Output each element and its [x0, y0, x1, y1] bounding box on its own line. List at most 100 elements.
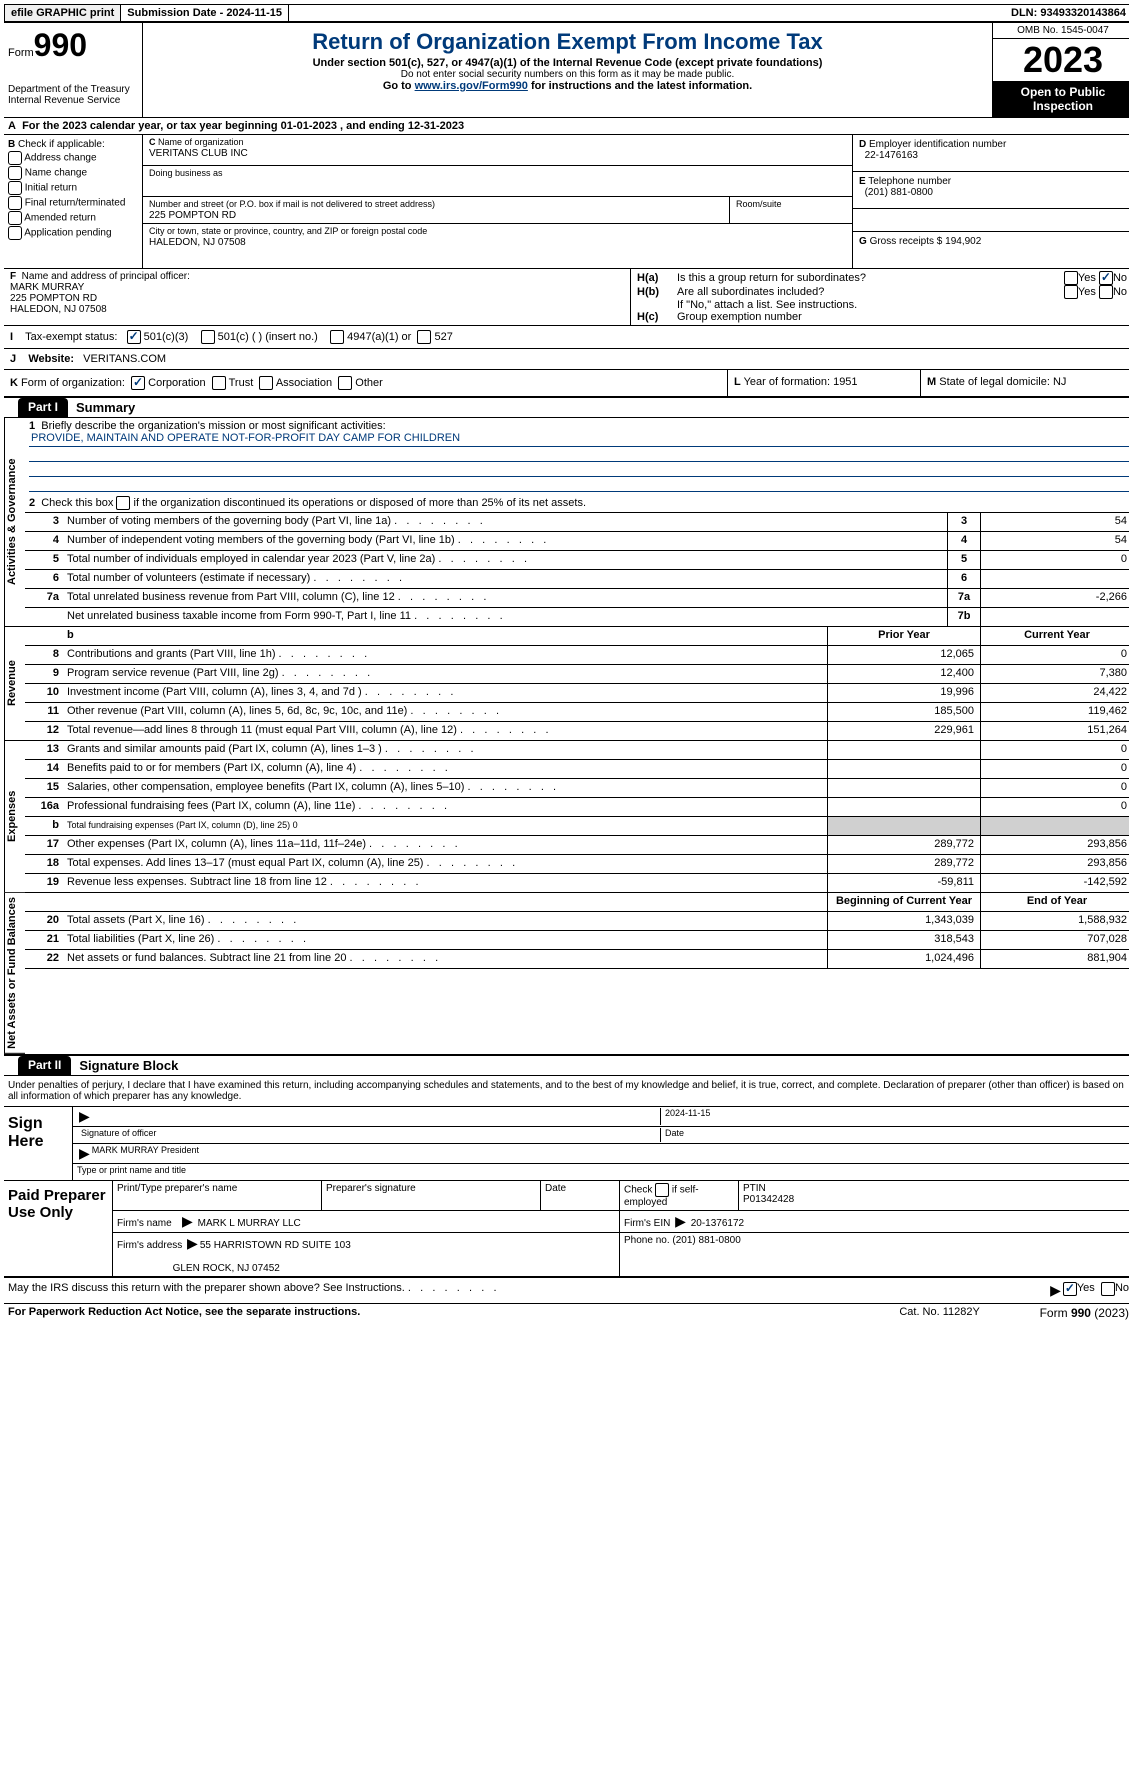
page-footer: For Paperwork Reduction Act Notice, see … — [4, 1304, 1129, 1322]
check-527[interactable] — [417, 330, 431, 344]
officer-signature: MARK MURRAY President — [92, 1145, 199, 1162]
signature-intro: Under penalties of perjury, I declare th… — [4, 1076, 1129, 1107]
form-header: Form990 Department of the Treasury Inter… — [4, 23, 1129, 118]
summary-row: 13Grants and similar amounts paid (Part … — [25, 741, 1129, 760]
paid-preparer: Paid Preparer Use Only Print/Type prepar… — [4, 1181, 1129, 1278]
check-501c[interactable] — [201, 330, 215, 344]
summary-row: bTotal fundraising expenses (Part IX, co… — [25, 817, 1129, 836]
summary-row: 12Total revenue—add lines 8 through 11 (… — [25, 722, 1129, 741]
check-501c3[interactable] — [127, 330, 141, 344]
website: VERITANS.COM — [83, 353, 166, 365]
org-street: 225 POMPTON RD — [149, 210, 236, 221]
check-amended[interactable]: Amended return — [8, 211, 138, 225]
part2-header: Part II Signature Block — [4, 1054, 1129, 1076]
instructions-line: Go to www.irs.gov/Form990 for instructio… — [147, 80, 988, 92]
row-j: J Website: VERITANS.COM — [4, 349, 1129, 370]
hb-no[interactable] — [1099, 285, 1113, 299]
public-inspection: Open to Public Inspection — [993, 81, 1129, 117]
check-address-change[interactable]: Address change — [8, 151, 138, 165]
col-c-org-info: C Name of organization VERITANS CLUB INC… — [143, 135, 852, 268]
ptin: P01342428 — [743, 1194, 794, 1205]
col-de: D Employer identification number 22-1476… — [852, 135, 1129, 268]
check-final-return[interactable]: Final return/terminated — [8, 196, 138, 210]
check-trust[interactable] — [212, 376, 226, 390]
check-application-pending[interactable]: Application pending — [8, 226, 138, 240]
summary-row: 19Revenue less expenses. Subtract line 1… — [25, 874, 1129, 893]
vtab-netassets: Net Assets or Fund Balances — [4, 893, 25, 1054]
section-netassets: Net Assets or Fund Balances Beginning of… — [4, 893, 1129, 1054]
gov-row: 7aTotal unrelated business revenue from … — [25, 589, 1129, 608]
block-bcd: B Check if applicable: Address change Na… — [4, 135, 1129, 269]
sign-here: Sign Here ▶ 2024-11-15 Signature of offi… — [4, 1107, 1129, 1181]
gov-row: 4Number of independent voting members of… — [25, 532, 1129, 551]
summary-row: 15Salaries, other compensation, employee… — [25, 779, 1129, 798]
discuss-line: May the IRS discuss this return with the… — [4, 1278, 1129, 1304]
hb-yes[interactable] — [1064, 285, 1078, 299]
ssn-warning: Do not enter social security numbers on … — [147, 69, 988, 80]
section-governance: Activities & Governance 1 Briefly descri… — [4, 418, 1129, 627]
summary-row: 22Net assets or fund balances. Subtract … — [25, 950, 1129, 969]
officer-name: MARK MURRAY — [10, 282, 84, 293]
tax-year: 2023 — [993, 39, 1129, 81]
dln: DLN: 93493320143864 — [1005, 5, 1129, 21]
summary-row: 14Benefits paid to or for members (Part … — [25, 760, 1129, 779]
block-fh: F Name and address of principal officer:… — [4, 269, 1129, 326]
form-number: Form990 — [8, 27, 138, 64]
state-domicile: State of legal domicile: NJ — [939, 376, 1066, 388]
gov-row: 6Total number of volunteers (estimate if… — [25, 570, 1129, 589]
gov-row: 5Total number of individuals employed in… — [25, 551, 1129, 570]
year-formation: Year of formation: 1951 — [744, 376, 858, 388]
check-4947[interactable] — [330, 330, 344, 344]
line-a-tax-year: A For the 2023 calendar year, or tax yea… — [4, 118, 1129, 135]
section-revenue: Revenue b Prior Year Current Year 8Contr… — [4, 627, 1129, 741]
gov-row: Net unrelated business taxable income fr… — [25, 608, 1129, 627]
summary-row: 20Total assets (Part X, line 16)1,343,03… — [25, 912, 1129, 931]
firm-ein: 20-1376172 — [691, 1218, 744, 1229]
col-b-checkboxes: B Check if applicable: Address change Na… — [4, 135, 143, 268]
submission-date: Submission Date - 2024-11-15 — [121, 5, 289, 21]
vtab-revenue: Revenue — [4, 627, 25, 741]
summary-row: 8Contributions and grants (Part VIII, li… — [25, 646, 1129, 665]
check-corp[interactable] — [131, 376, 145, 390]
section-expenses: Expenses 13Grants and similar amounts pa… — [4, 741, 1129, 893]
check-other[interactable] — [338, 376, 352, 390]
row-i: I Tax-exempt status: 501(c)(3) 501(c) ( … — [4, 326, 1129, 349]
form-title: Return of Organization Exempt From Incom… — [147, 29, 988, 55]
firm-name: MARK L MURRAY LLC — [198, 1218, 301, 1229]
row-klm: K Form of organization: Corporation Trus… — [4, 370, 1129, 398]
top-bar: efile GRAPHIC print Submission Date - 20… — [4, 4, 1129, 23]
ha-no[interactable] — [1099, 271, 1113, 285]
gov-row: 3Number of voting members of the governi… — [25, 513, 1129, 532]
ein: 22-1476163 — [865, 150, 918, 161]
org-name: VERITANS CLUB INC — [149, 148, 248, 159]
discuss-yes[interactable] — [1063, 1282, 1077, 1296]
sign-date: 2024-11-15 — [660, 1108, 1129, 1125]
summary-row: 11Other revenue (Part VIII, column (A), … — [25, 703, 1129, 722]
summary-row: 16aProfessional fundraising fees (Part I… — [25, 798, 1129, 817]
summary-row: 18Total expenses. Add lines 13–17 (must … — [25, 855, 1129, 874]
check-name-change[interactable]: Name change — [8, 166, 138, 180]
summary-row: 17Other expenses (Part IX, column (A), l… — [25, 836, 1129, 855]
omb-number: OMB No. 1545-0047 — [993, 23, 1129, 39]
ha-yes[interactable] — [1064, 271, 1078, 285]
summary-row: 21Total liabilities (Part X, line 26)318… — [25, 931, 1129, 950]
efile-print-button[interactable]: efile GRAPHIC print — [5, 5, 121, 21]
summary-row: 9Program service revenue (Part VIII, lin… — [25, 665, 1129, 684]
discuss-no[interactable] — [1101, 1282, 1115, 1296]
part1-header: Part I Summary — [4, 398, 1129, 418]
mission-text: PROVIDE, MAINTAIN AND OPERATE NOT-FOR-PR… — [29, 432, 1129, 447]
arrow-icon: ▶ — [77, 1108, 92, 1125]
form-subtitle: Under section 501(c), 527, or 4947(a)(1)… — [147, 57, 988, 69]
summary-row: 10Investment income (Part VIII, column (… — [25, 684, 1129, 703]
vtab-expenses: Expenses — [4, 741, 25, 893]
org-city: HALEDON, NJ 07508 — [149, 237, 246, 248]
instructions-link[interactable]: www.irs.gov/Form990 — [415, 80, 528, 92]
firm-addr1: 55 HARRISTOWN RD SUITE 103 — [200, 1240, 351, 1251]
check-assoc[interactable] — [259, 376, 273, 390]
check-discontinued[interactable] — [116, 496, 130, 510]
firm-phone: (201) 881-0800 — [672, 1235, 740, 1246]
gross-receipts: 194,902 — [945, 236, 981, 247]
check-self-employed[interactable] — [655, 1183, 669, 1197]
phone: (201) 881-0800 — [865, 187, 933, 198]
check-initial-return[interactable]: Initial return — [8, 181, 138, 195]
